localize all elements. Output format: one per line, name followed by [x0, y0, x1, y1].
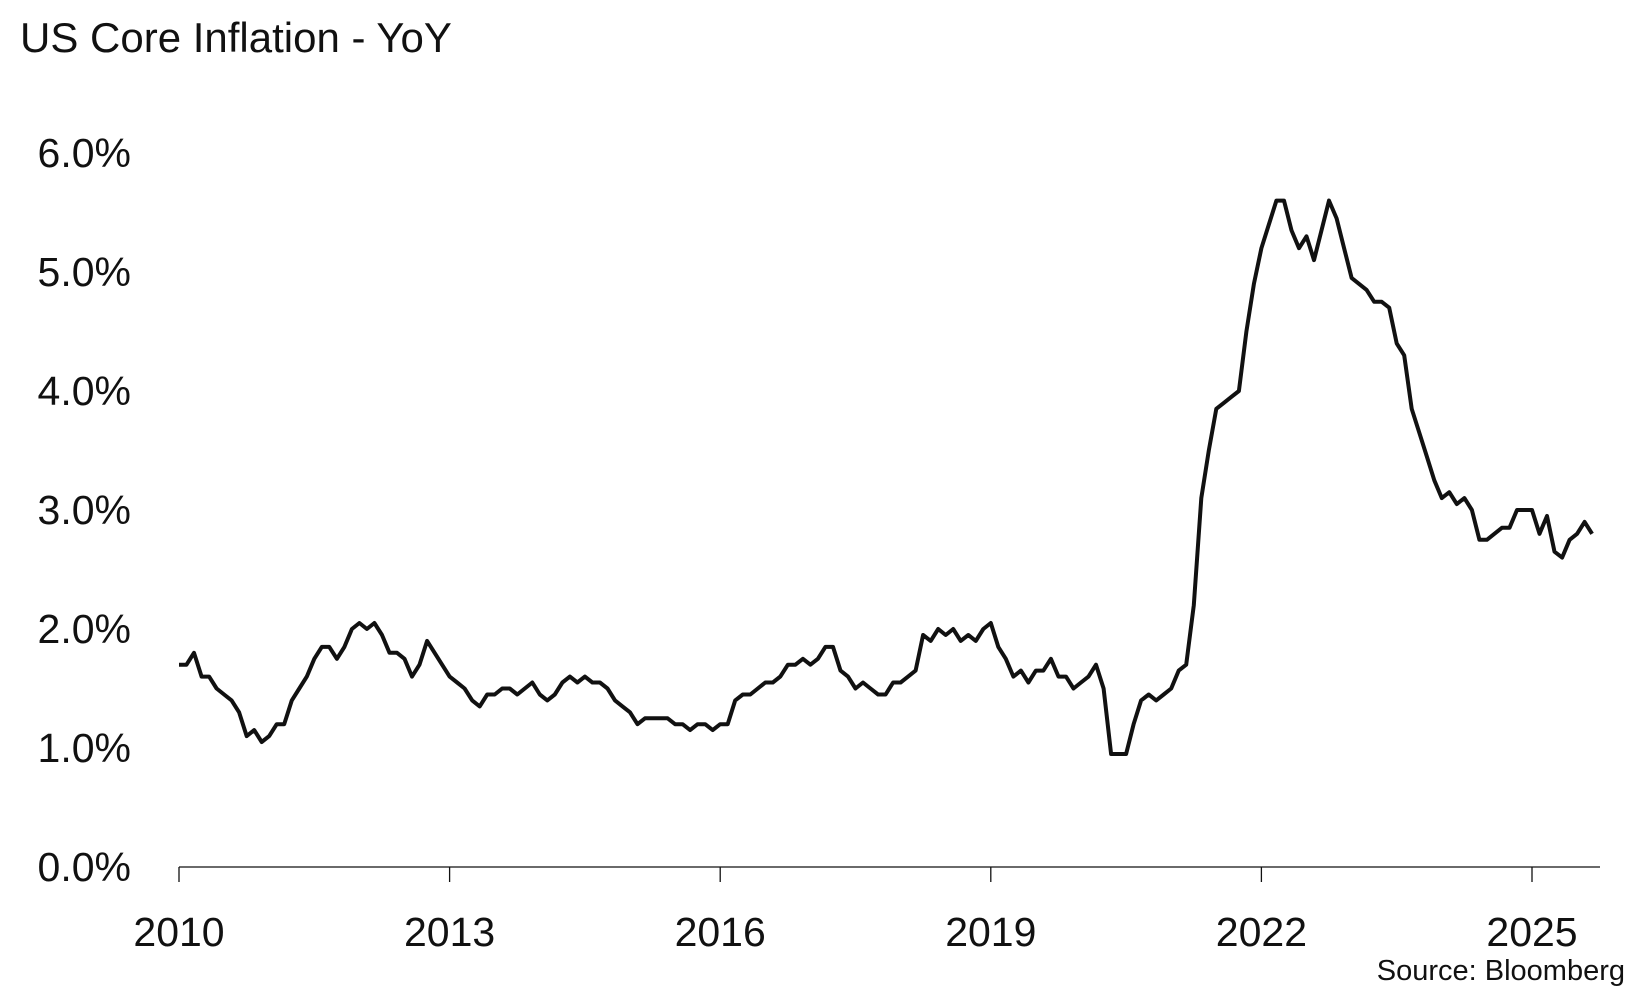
- chart-title: US Core Inflation - YoY: [20, 14, 452, 61]
- x-tick-label: 2010: [133, 909, 224, 955]
- y-tick-label: 4.0%: [38, 368, 131, 414]
- series-line: [179, 198, 1594, 756]
- x-tick-label: 2016: [675, 909, 766, 955]
- y-tick-label: 3.0%: [38, 487, 131, 533]
- y-tick-label: 2.0%: [38, 606, 131, 652]
- x-tick-label: 2019: [945, 909, 1036, 955]
- source-note: Source: Bloomberg: [1376, 955, 1625, 987]
- y-tick-label: 5.0%: [38, 249, 131, 295]
- x-tick-label: 2022: [1216, 909, 1307, 955]
- y-tick-label: 6.0%: [38, 130, 131, 176]
- y-tick-label: 0.0%: [38, 844, 131, 890]
- y-tick-label: 1.0%: [38, 725, 131, 771]
- x-tick-label: 2025: [1486, 909, 1577, 955]
- x-tick-label: 2013: [404, 909, 495, 955]
